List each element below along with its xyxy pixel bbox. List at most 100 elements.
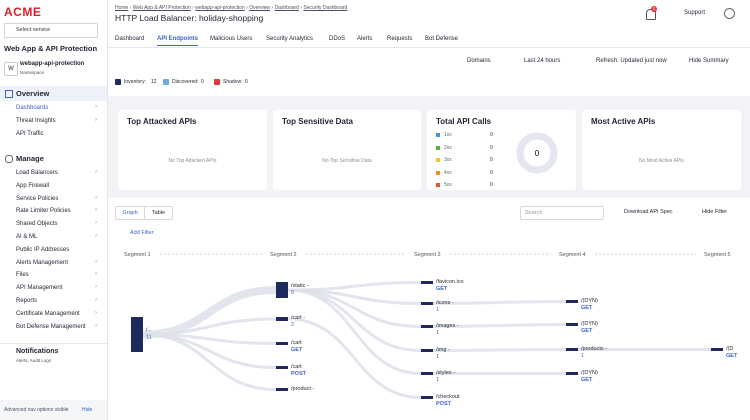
- avatar[interactable]: [724, 8, 735, 19]
- logo[interactable]: ACME: [4, 5, 42, 19]
- legend-box[interactable]: [214, 79, 220, 85]
- nav-item[interactable]: Reports: [16, 298, 38, 304]
- node-count: 2: [291, 322, 294, 328]
- nav-item[interactable]: Files: [16, 272, 29, 279]
- table-view[interactable]: Table: [151, 210, 166, 216]
- node-method: POST: [436, 401, 452, 407]
- status-swatch: [436, 133, 440, 137]
- node-method: GET: [436, 286, 448, 292]
- legend-box[interactable]: [115, 79, 121, 85]
- status-label: 1xx: [444, 132, 452, 138]
- support[interactable]: Support: [684, 10, 706, 16]
- card: Total API Calls 0 1xx 0 2xx 0 3xx 0 4xx 0 5xx 0: [427, 110, 576, 190]
- node-label: /product -: [291, 386, 314, 392]
- separator: ›: [270, 5, 275, 11]
- sankey-node: [421, 281, 433, 284]
- sankey-node: [566, 323, 578, 326]
- nav-item[interactable]: Shared Objects: [16, 221, 58, 228]
- tab[interactable]: Dashboard: [115, 36, 145, 42]
- domains[interactable]: Domains: [467, 58, 491, 64]
- nav-item[interactable]: API Management: [16, 285, 63, 292]
- download[interactable]: Download API Spec: [624, 209, 673, 215]
- sankey-node: [421, 325, 433, 328]
- tab[interactable]: Bot Defense: [425, 36, 459, 42]
- nav-item[interactable]: Certificate Management: [16, 310, 80, 317]
- namespace-label: Namespace: [20, 70, 45, 75]
- view-toggle: Graph Table: [115, 206, 173, 220]
- nav-item[interactable]: Dashboards: [16, 105, 49, 111]
- chevron: ›: [95, 271, 97, 278]
- nav-item[interactable]: Rate Limiter Policies: [16, 208, 71, 215]
- node-count: 1: [581, 353, 584, 359]
- sankey-node: [421, 302, 433, 305]
- status-swatch: [436, 170, 440, 175]
- breadcrumb[interactable]: Security Dashboard: [303, 5, 348, 11]
- card-empty: No Most Active APIs: [638, 158, 685, 164]
- segment-label: Segment 3: [414, 252, 441, 258]
- node-label: /cart -: [291, 315, 305, 321]
- separator: ›: [128, 5, 133, 11]
- sankey-node: [276, 282, 288, 298]
- separator: ›: [190, 5, 196, 11]
- namespace[interactable]: W webapp-api-protection Namespace: [2, 58, 105, 81]
- nav-item[interactable]: Threat Insights: [16, 118, 56, 124]
- chevron: ›: [95, 169, 97, 175]
- nav-item[interactable]: Load Balancers: [16, 170, 58, 176]
- manage-header[interactable]: Manage: [0, 151, 107, 165]
- node-method: GET: [581, 328, 593, 334]
- nav-item[interactable]: API Traffic: [16, 131, 44, 137]
- tab[interactable]: Malicious Users: [210, 36, 253, 42]
- footer-hide[interactable]: Hide: [82, 407, 93, 413]
- breadcrumb[interactable]: Web App & API Protection: [132, 5, 191, 11]
- tab[interactable]: Requests: [387, 36, 413, 42]
- hide-filter[interactable]: Hide Filter: [702, 209, 728, 215]
- time-range[interactable]: Last 24 hours: [524, 58, 561, 64]
- legend-label: Shadow:: [223, 79, 243, 85]
- chevron: ›: [95, 284, 97, 291]
- node-method: GET: [581, 377, 593, 383]
- node-label: /img -: [436, 347, 450, 353]
- notifications-title[interactable]: Notifications: [16, 348, 59, 355]
- sankey-node: [566, 372, 578, 375]
- breadcrumb[interactable]: webapp-api-protection: [195, 5, 245, 11]
- overview-header[interactable]: Overview: [0, 86, 107, 101]
- node-label: /favicon.ico: [436, 279, 464, 285]
- hide-summary[interactable]: Hide Summary: [689, 58, 729, 64]
- status-label: 3xx: [444, 157, 452, 163]
- tab[interactable]: API Endpoints: [157, 36, 198, 46]
- node-count: 1: [436, 354, 439, 360]
- breadcrumb[interactable]: Overview: [249, 5, 271, 11]
- node-label: /icons -: [436, 300, 454, 306]
- nav-item[interactable]: AI & ML: [16, 234, 38, 240]
- node-label: /styles -: [436, 370, 455, 376]
- status-label: 2xx: [444, 144, 452, 151]
- graph-view[interactable]: Graph: [116, 207, 145, 219]
- status-label: 4xx: [444, 169, 452, 176]
- sankey-node: [421, 396, 433, 399]
- legend-box[interactable]: [163, 79, 169, 85]
- breadcrumb[interactable]: Dashboard: [274, 5, 299, 11]
- node-label: /(D: [726, 346, 733, 352]
- nav-item[interactable]: Alerts Management: [16, 259, 69, 266]
- nav-item[interactable]: Public IP Addresses: [16, 246, 70, 253]
- breadcrumb[interactable]: Home: [115, 5, 129, 11]
- node-count: 1: [436, 377, 439, 383]
- node-label: /cart: [291, 340, 302, 346]
- service-select[interactable]: Select service: [4, 23, 98, 38]
- tab[interactable]: Security Analytics: [266, 36, 314, 42]
- sankey-link: [432, 300, 567, 305]
- sankey-link: [432, 348, 567, 352]
- add-filter[interactable]: Add Filter: [130, 230, 154, 236]
- manage-icon: [5, 155, 13, 163]
- sankey-link: [287, 288, 422, 375]
- nav-item[interactable]: Service Policies: [16, 195, 59, 202]
- refresh[interactable]: Refresh: Updated just now: [596, 58, 667, 64]
- node-label: /images -: [436, 323, 459, 329]
- tab[interactable]: DDoS: [329, 36, 346, 42]
- nav-item[interactable]: Bot Defense Management: [16, 323, 86, 330]
- search-box[interactable]: Search: [520, 206, 604, 220]
- nav-item[interactable]: App Firewall: [16, 182, 50, 189]
- tab[interactable]: Alerts: [357, 36, 373, 42]
- chevron: ›: [95, 104, 97, 110]
- status-swatch: [436, 158, 440, 162]
